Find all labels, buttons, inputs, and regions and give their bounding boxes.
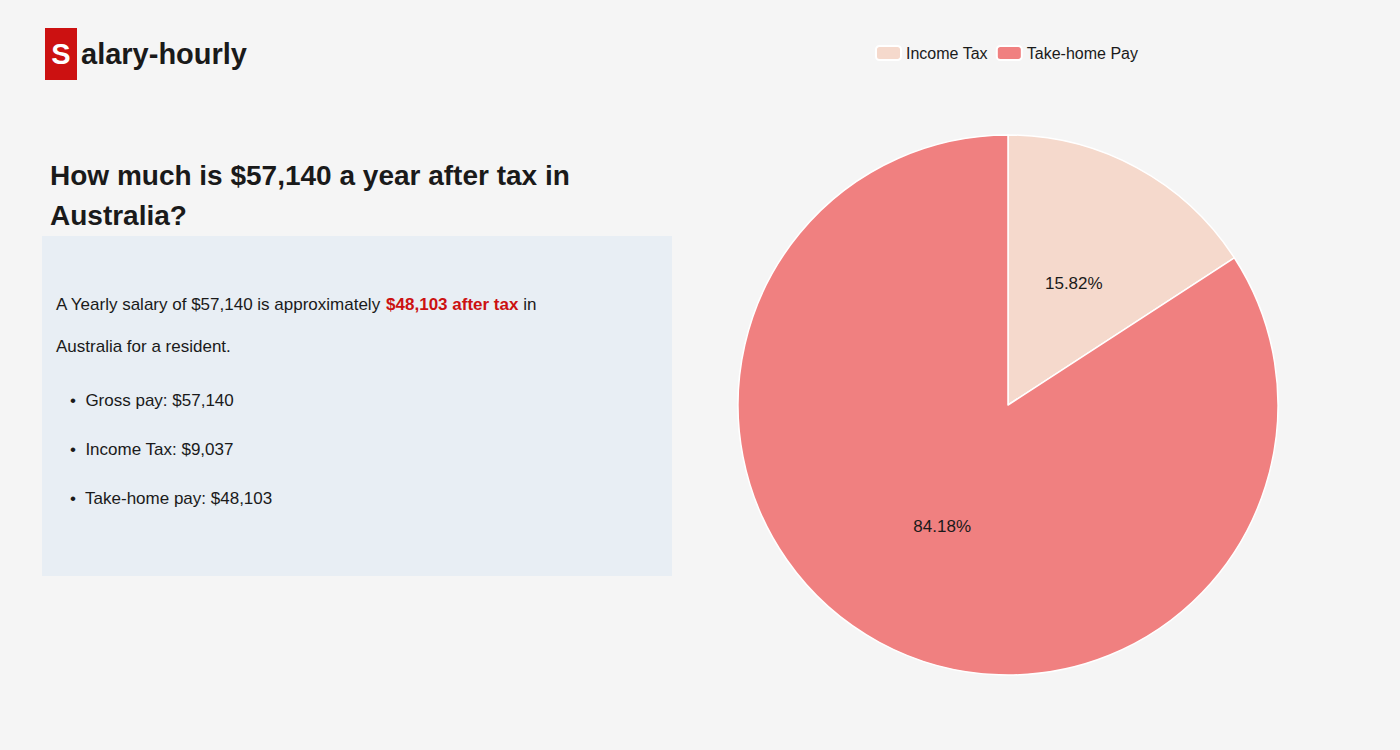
svg-text:alary-hourly: alary-hourly (81, 38, 247, 70)
svg-text:84.18%: 84.18% (913, 517, 971, 536)
svg-text:• Take-home pay: $48,103: • Take-home pay: $48,103 (70, 489, 272, 508)
svg-text:Take-home Pay: Take-home Pay (1027, 45, 1138, 62)
svg-text:How much is $57,140 a year aft: How much is $57,140 a year after tax in (50, 160, 570, 191)
svg-text:15.82%: 15.82% (1045, 274, 1103, 293)
svg-text:in: in (518, 295, 536, 314)
svg-text:• Gross pay: $57,140: • Gross pay: $57,140 (70, 391, 234, 410)
svg-text:Australia for a resident.: Australia for a resident. (56, 337, 231, 356)
svg-text:S: S (51, 38, 70, 70)
svg-text:Australia?: Australia? (50, 200, 187, 231)
svg-text:$48,103 after tax: $48,103 after tax (386, 295, 519, 314)
svg-text:• Income Tax: $9,037: • Income Tax: $9,037 (70, 440, 233, 459)
svg-text:Income Tax: Income Tax (906, 45, 988, 62)
svg-text:A Yearly salary of $57,140 is: A Yearly salary of $57,140 is approximat… (56, 295, 385, 314)
